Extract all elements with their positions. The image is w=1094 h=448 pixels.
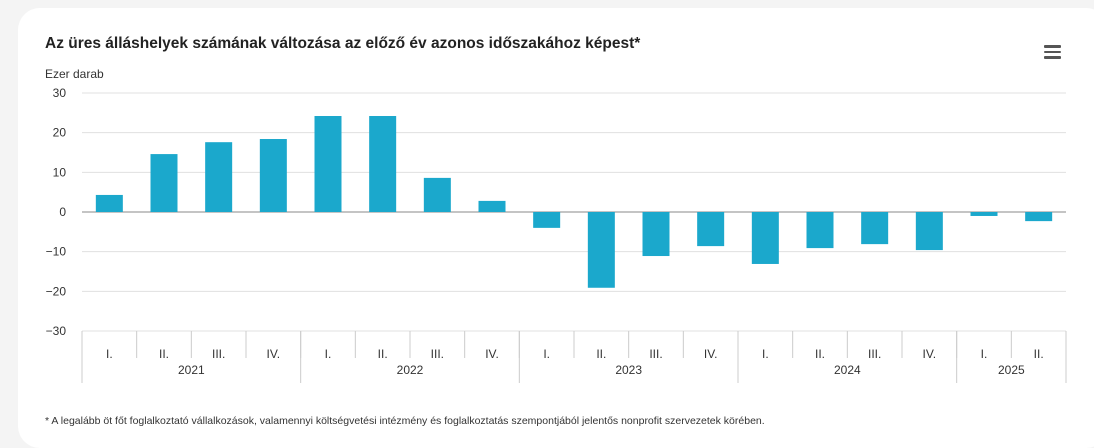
- x-tick-label: I.: [762, 347, 769, 361]
- bar: [259, 139, 287, 212]
- y-tick-label: 0: [59, 205, 66, 219]
- bar-chart: 30 20 10 0 −10 −20 −30 I. II. III. IV. I. II. III. IV.…: [46, 86, 1067, 383]
- x-tick-label: IV.: [704, 347, 718, 361]
- y-tick-label: −10: [46, 245, 67, 259]
- bar: [697, 212, 725, 247]
- bar: [861, 212, 889, 245]
- bar: [970, 212, 998, 216]
- x-tick-label: II.: [1034, 347, 1044, 361]
- x-group-label: 2025: [998, 363, 1025, 377]
- bar: [587, 212, 615, 288]
- x-tick-label: III.: [649, 347, 662, 361]
- y-tick-label: 30: [53, 86, 67, 100]
- bar: [478, 200, 506, 212]
- bar: [369, 116, 397, 212]
- bar: [95, 194, 123, 212]
- x-tick-label: II.: [378, 347, 388, 361]
- chart-card: [18, 8, 1094, 448]
- x-tick-label: II.: [815, 347, 825, 361]
- x-tick-label: I.: [106, 347, 113, 361]
- x-tick-label: I.: [325, 347, 332, 361]
- x-group-label: 2023: [615, 363, 642, 377]
- bar: [1025, 212, 1053, 222]
- hamburger-menu-icon[interactable]: [1044, 45, 1061, 59]
- x-tick-label: I.: [981, 347, 988, 361]
- y-tick-label: −30: [46, 324, 67, 338]
- bar: [642, 212, 670, 257]
- x-tick-label: III.: [212, 347, 225, 361]
- x-tick-label: IV.: [485, 347, 499, 361]
- bar: [205, 142, 233, 212]
- x-group-label: 2022: [397, 363, 424, 377]
- bar: [314, 116, 342, 212]
- x-group-label: 2024: [834, 363, 861, 377]
- bar: [751, 212, 779, 264]
- chart-title: Az üres álláshelyek számának változása a…: [45, 35, 641, 52]
- bar: [150, 154, 178, 212]
- x-tick-label: I.: [543, 347, 550, 361]
- x-tick-label: IV.: [923, 347, 937, 361]
- x-tick-label: III.: [868, 347, 881, 361]
- x-group-label: 2021: [178, 363, 205, 377]
- x-tick-label: II.: [159, 347, 169, 361]
- y-tick-label: −20: [46, 284, 67, 298]
- x-tick-label: III.: [431, 347, 444, 361]
- y-tick-label: 20: [53, 126, 67, 140]
- bar: [423, 177, 451, 212]
- y-axis-label: Ezer darab: [45, 67, 104, 81]
- bar: [806, 212, 834, 249]
- bar: [533, 212, 561, 228]
- x-tick-label: IV.: [267, 347, 281, 361]
- footnote: * A legalább öt főt foglalkoztató vállal…: [45, 415, 765, 427]
- bar: [915, 212, 943, 251]
- x-tick-label: II.: [596, 347, 606, 361]
- y-tick-label: 10: [53, 165, 67, 179]
